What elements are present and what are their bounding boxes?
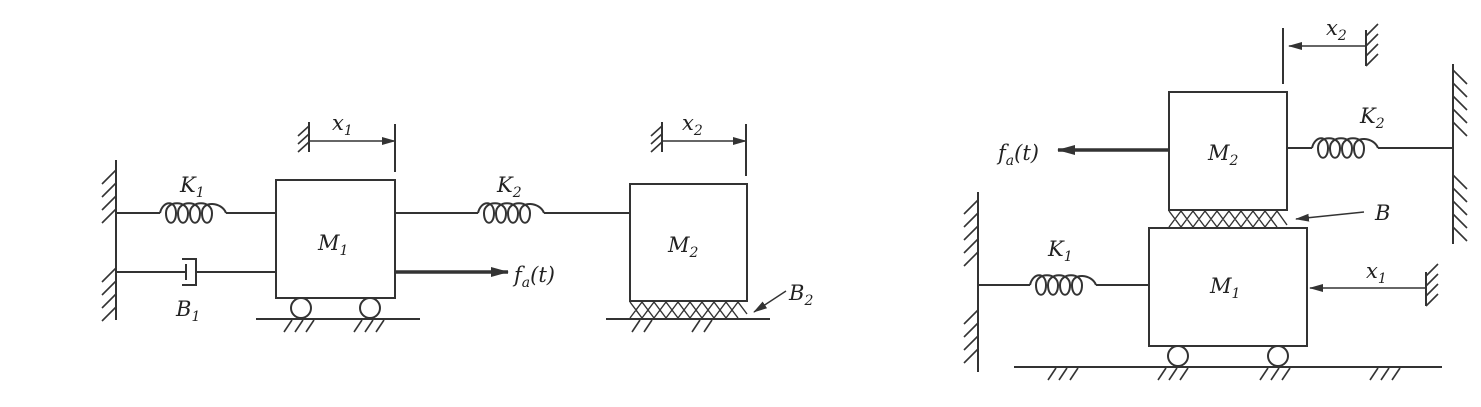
friction-layer-b2-a [606, 290, 787, 333]
m1-label-b: M1 [1209, 274, 1240, 302]
mass-m1-block-a [275, 179, 396, 299]
right-wall-b [1452, 64, 1468, 244]
x2-indicator-b [1282, 23, 1379, 84]
left-wall-a [101, 160, 117, 322]
x1-indicator-b [1309, 263, 1439, 307]
b2-label-a: B2 [788, 281, 813, 309]
m1-label-a: M1 [317, 231, 348, 259]
force-label-a: fa(t) [512, 263, 555, 291]
damper-b1-a [116, 258, 276, 286]
b1-label-a: B1 [175, 297, 200, 325]
x1-label-b: x1 [1366, 259, 1387, 287]
spring-k1-b [978, 274, 1149, 296]
x1-indicator-a [297, 122, 396, 172]
k2-label-b: K2 [1359, 104, 1385, 132]
figure-a: K1 B1 M1 [101, 111, 813, 333]
x2-indicator-a [650, 122, 747, 176]
b-label-b: B [1374, 201, 1390, 225]
x2-label-b: x2 [1326, 16, 1347, 44]
figure-b: M2 B M1 [963, 16, 1468, 381]
spring-k2-b [1287, 137, 1453, 159]
k1-label-b: K1 [1047, 237, 1073, 265]
x1-label-a: x1 [332, 111, 353, 139]
friction-layer-b [1168, 210, 1365, 228]
k1-label-a: K1 [179, 173, 205, 201]
k2-label-a: K2 [496, 173, 522, 201]
wheels-ground-b [1014, 345, 1442, 381]
m2-label-a: M2 [667, 233, 699, 261]
force-label-b: fa(t) [996, 141, 1039, 169]
wheels-ground-m1-a [256, 297, 420, 333]
spring-k2-a [395, 202, 630, 224]
m2-label-b: M2 [1207, 141, 1239, 169]
mass-m1-block-b [1148, 227, 1308, 347]
x2-label-a: x2 [682, 111, 703, 139]
mass-m2-block-a [629, 183, 748, 302]
spring-k1-a [116, 202, 276, 224]
left-wall-b [963, 192, 979, 372]
